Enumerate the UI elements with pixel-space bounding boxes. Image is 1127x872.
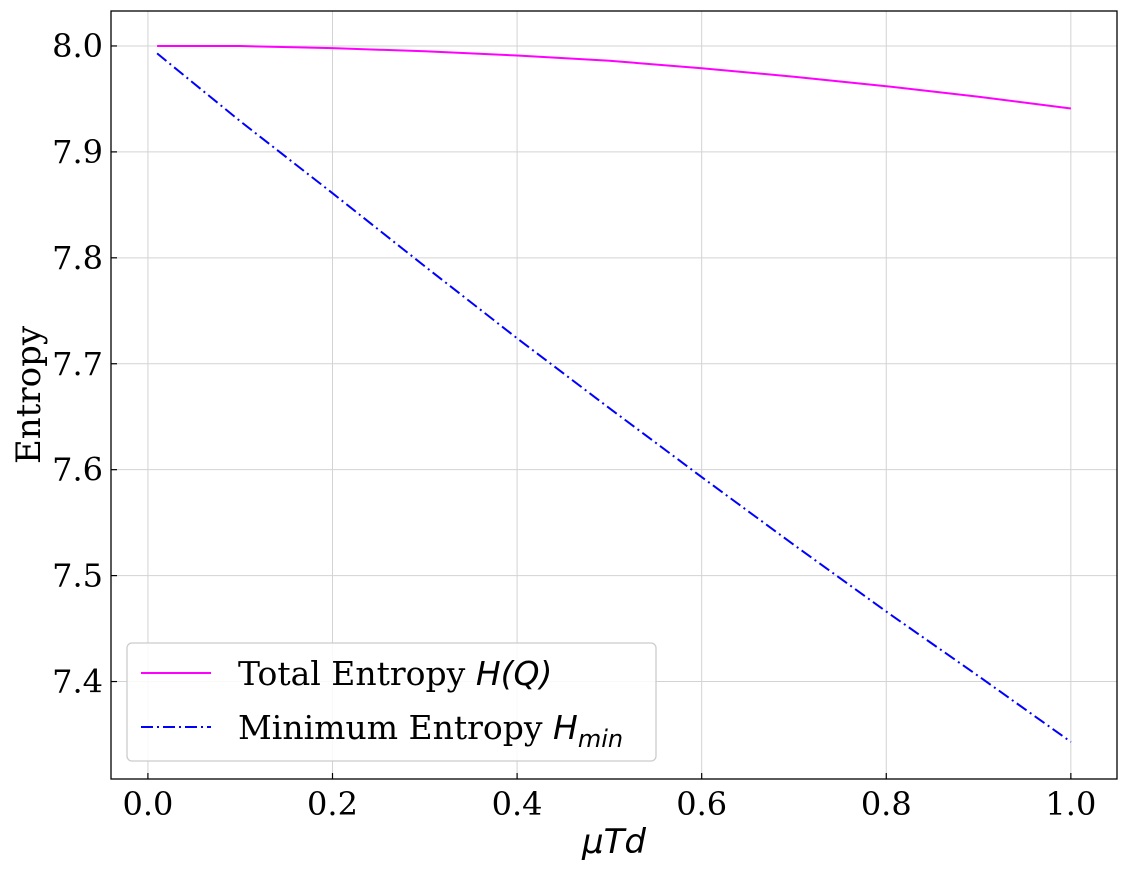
y-tick-label: 7.9 [52, 133, 103, 171]
legend-label-math: H [553, 708, 578, 747]
y-tick-label: 7.6 [52, 451, 103, 489]
x-tick-label: 1.0 [1045, 785, 1096, 823]
legend-label-subscript: min [578, 725, 623, 753]
plot-frame [110, 10, 1118, 780]
legend: Total Entropy H(Q) Minimum Entropy Hmin [126, 642, 657, 762]
series-line-2 [156, 52, 1072, 743]
legend-label-text: Minimum Entropy [238, 708, 553, 747]
x-tick-label: 0.6 [676, 785, 727, 823]
legend-label-2: Minimum Entropy Hmin [238, 708, 623, 753]
x-tick-label: 0.2 [307, 785, 358, 823]
x-tick-label: 0.8 [861, 785, 912, 823]
series-group [156, 45, 1072, 743]
grid [111, 11, 1117, 779]
legend-label-text: Total Entropy [238, 654, 476, 693]
x-tick-label: 0.0 [122, 785, 173, 823]
y-tick-label: 7.5 [52, 557, 103, 595]
y-tick-label: 7.8 [52, 239, 103, 277]
series-line-1 [157, 45, 1072, 110]
x-tick-label: 0.4 [492, 785, 543, 823]
x-axis-label: μTd [581, 822, 646, 862]
y-tick-label: 8.0 [52, 27, 103, 65]
legend-label-math: H(Q) [476, 654, 553, 693]
legend-label-1: Total Entropy H(Q) [238, 654, 552, 693]
tick-group: 0.0 0.2 0.4 0.6 0.8 1.0 7.4 7.5 7.6 7.7 7.8 7.9 8.0 [52, 27, 1096, 823]
y-tick-label: 7.4 [52, 663, 103, 701]
y-axis-label: Entropy [9, 325, 49, 464]
legend-box [126, 642, 657, 762]
y-tick-label: 7.7 [52, 345, 103, 383]
